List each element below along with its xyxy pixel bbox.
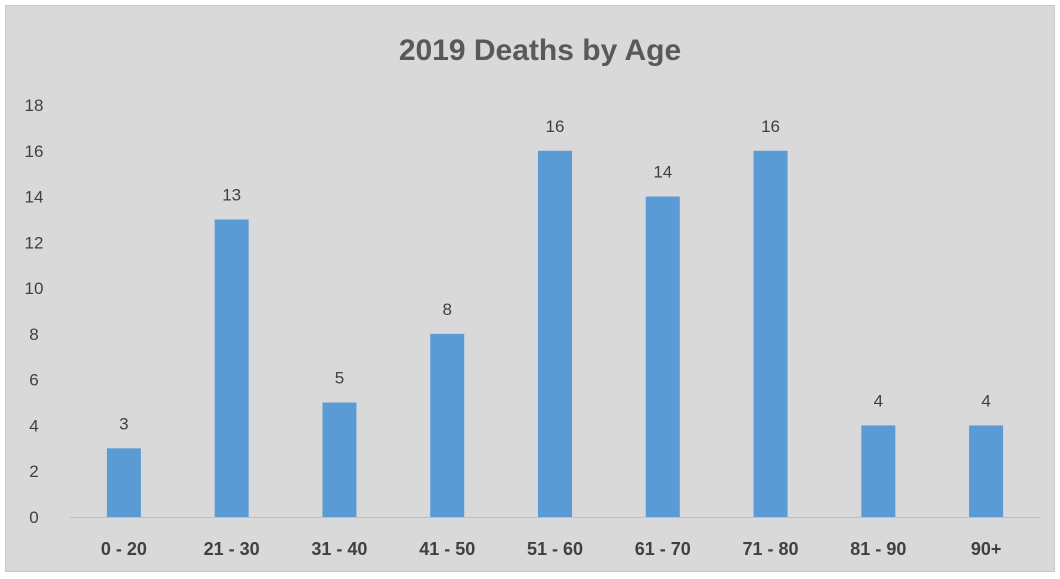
bar [538,150,572,517]
y-tick-label: 10 [25,279,44,298]
y-tick-label: 6 [29,371,38,390]
data-label: 16 [761,117,780,136]
chart-title: 2019 Deaths by Age [399,34,681,67]
x-axis-labels: 0 - 20 21 - 30 31 - 40 41 - 50 51 - 60 61 - 7… [101,539,1002,559]
x-tick-label: 81 - 90 [850,539,906,559]
y-tick-label: 2 [29,462,38,481]
data-label: 5 [335,369,344,388]
data-label: 14 [653,163,672,182]
bar [214,219,249,517]
x-tick-label: 21 - 30 [204,539,260,559]
data-label: 4 [874,391,883,410]
data-label: 16 [546,117,565,136]
y-tick-label: 0 [29,508,38,527]
bars [106,150,1004,518]
data-label: 13 [222,185,241,204]
x-tick-label: 71 - 80 [743,539,799,559]
y-tick-label: 4 [29,416,38,435]
y-tick-label: 8 [29,325,38,344]
y-tick-label: 14 [25,188,44,207]
bar [645,196,680,518]
bar [861,425,896,517]
data-label: 4 [981,391,990,410]
bar [753,150,788,517]
y-tick-label: 18 [25,96,44,115]
x-tick-label: 0 - 20 [101,539,147,559]
bar [969,425,1004,517]
x-tick-label: 61 - 70 [635,539,691,559]
x-tick-label: 41 - 50 [419,539,475,559]
y-tick-label: 16 [25,142,44,161]
data-labels: 3 13 5 8 16 14 16 4 4 [119,117,991,434]
x-tick-label: 51 - 60 [527,539,583,559]
bar [106,448,141,517]
bar [430,333,465,517]
data-label: 3 [119,414,128,433]
y-tick-label: 12 [25,233,44,252]
x-tick-label: 90+ [971,539,1002,559]
data-label: 8 [442,300,451,319]
bar [322,402,357,517]
y-axis-ticks: 0 2 4 6 8 10 12 14 16 18 [25,96,44,527]
x-tick-label: 31 - 40 [311,539,367,559]
